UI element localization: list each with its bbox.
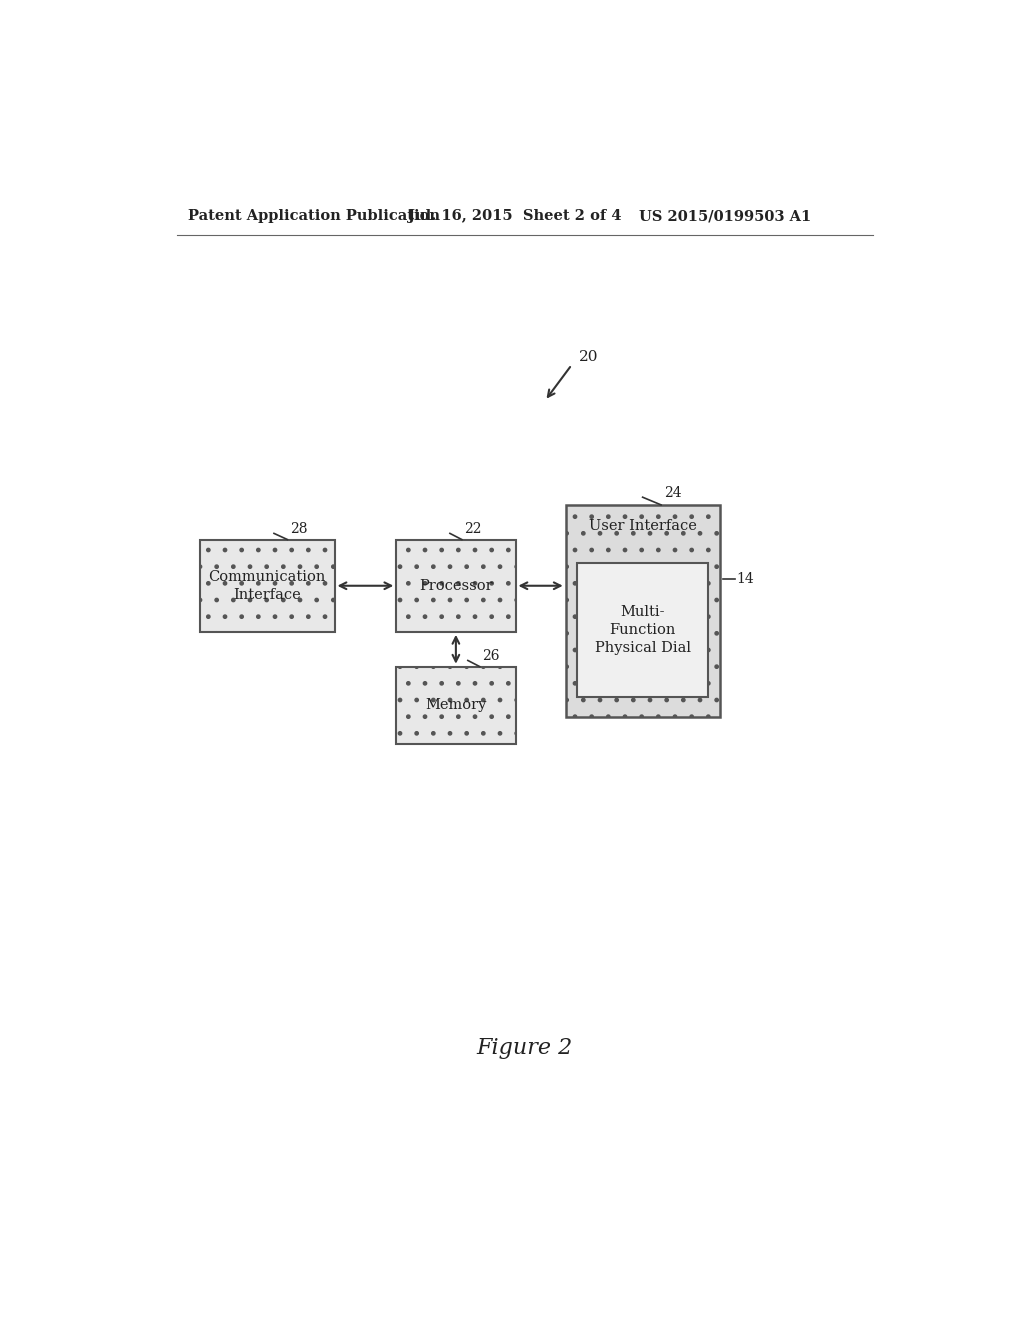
Text: 28: 28 [290, 521, 307, 536]
Text: Communication
Interface: Communication Interface [209, 569, 326, 602]
Text: Figure 2: Figure 2 [477, 1036, 572, 1059]
Bar [396, 540, 515, 632]
Text: User Interface: User Interface [589, 520, 696, 533]
Text: Multi-
Function
Physical Dial: Multi- Function Physical Dial [595, 605, 690, 656]
Bar [396, 667, 515, 743]
Text: US 2015/0199503 A1: US 2015/0199503 A1 [639, 209, 811, 223]
Text: 14: 14 [736, 572, 755, 586]
Bar [200, 540, 335, 632]
Text: 24: 24 [665, 486, 682, 499]
Bar [565, 506, 720, 717]
Text: Jul. 16, 2015  Sheet 2 of 4: Jul. 16, 2015 Sheet 2 of 4 [408, 209, 622, 223]
Text: Processor: Processor [419, 578, 493, 593]
Text: 20: 20 [579, 350, 598, 364]
Text: Memory: Memory [425, 698, 486, 711]
Text: Patent Application Publication: Patent Application Publication [188, 209, 440, 223]
Bar [578, 562, 708, 697]
Text: 26: 26 [482, 649, 500, 663]
Text: 22: 22 [464, 521, 481, 536]
